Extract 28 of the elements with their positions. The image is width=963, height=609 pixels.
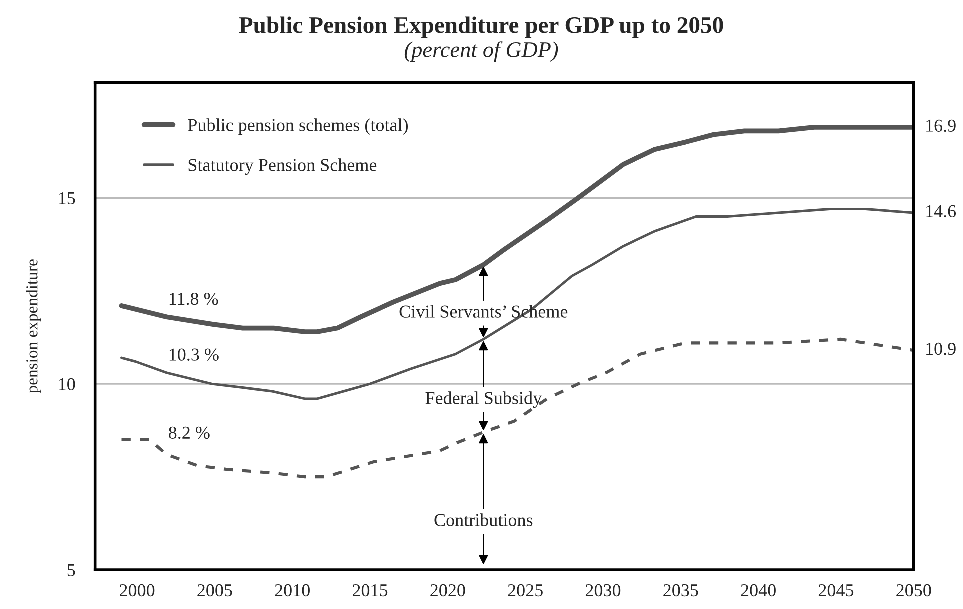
x-tick-label: 2040 <box>741 584 776 597</box>
x-tick-label: 2025 <box>508 584 543 597</box>
chart-title: Public Pension Expenditure per GDP up to 2050 <box>239 16 724 38</box>
annotation: 10.3 % <box>170 348 219 361</box>
y-tick-label: 15 <box>59 192 76 205</box>
annotation: 11.8 % <box>170 292 218 306</box>
x-tick-label: 2045 <box>818 584 854 597</box>
x-tick-label: 2010 <box>275 584 310 597</box>
annotation: Contributions <box>434 514 533 526</box>
y-axis-title: pension expenditure <box>26 260 42 394</box>
annotation: Federal Subsidy <box>426 392 542 408</box>
legend-label: Public pension schemes (total) <box>188 118 408 136</box>
x-tick-label: 2030 <box>586 584 621 597</box>
line-series <box>120 338 914 479</box>
annotation: 10.9 <box>926 342 956 356</box>
annotation: 14.6 <box>926 205 956 218</box>
x-tick-label: 2035 <box>664 584 698 597</box>
x-tick-label: 2020 <box>430 584 466 597</box>
annotation: 8.2 % <box>169 426 210 440</box>
y-tick-label: 5 <box>68 564 76 576</box>
legend-label: Statutory Pension Scheme <box>188 158 377 176</box>
annotation: 16.9 <box>926 120 956 132</box>
x-tick-label: 2005 <box>198 584 232 597</box>
chart-subtitle: (percent of GDP) <box>404 42 558 62</box>
x-tick-label: 2015 <box>352 584 388 597</box>
x-tick-label: 2000 <box>120 584 155 597</box>
x-tick-label: 2050 <box>896 584 932 597</box>
y-tick-label: 10 <box>59 378 76 391</box>
